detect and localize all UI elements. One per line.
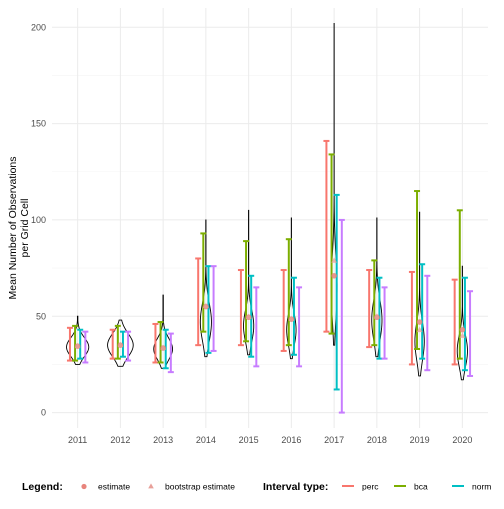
interval-bca-2016	[285, 238, 292, 347]
bootstrap-point-2013	[160, 344, 167, 350]
interval-bca-2012	[114, 324, 121, 360]
interval-norm-2020	[461, 276, 468, 372]
interval-perc-2011	[66, 326, 73, 362]
legend-label-perc: perc	[362, 482, 379, 492]
interval-perc-2015	[237, 269, 244, 347]
interval-norm-2017	[333, 193, 340, 391]
legend-key-estimate	[81, 483, 87, 490]
estimate-point-2017	[331, 272, 337, 279]
x-tick-label: 2016	[281, 435, 301, 445]
x-tick-label: 2020	[452, 435, 472, 445]
violin-layer	[66, 22, 468, 381]
interval-perc-2012	[109, 328, 116, 360]
bootstrap-point-2020	[459, 332, 466, 338]
y-tick-label: 0	[41, 408, 46, 418]
bootstrap-point-2015	[245, 313, 252, 320]
y-axis-title-line: per Grid Cell	[19, 199, 31, 258]
estimate-point-2020	[459, 326, 466, 333]
y-tick-label: 200	[31, 22, 46, 32]
bootstrap-point-2014	[202, 302, 209, 309]
interval-bca-2020	[456, 209, 463, 360]
legend-title: Legend:	[22, 481, 63, 493]
interval-bca-2015	[243, 240, 250, 343]
interval-perc-2018	[366, 269, 373, 349]
y-axis-title: Mean Number of Observationsper Grid Cell	[7, 157, 31, 300]
legend-label: bootstrap estimate	[165, 482, 235, 492]
violin-2014	[199, 219, 212, 358]
interval-basic-2012	[125, 330, 132, 362]
axis-layer: 0 50 100 150 200 2011 2012 2013 2014 2015 2016 2017…	[7, 22, 472, 445]
interval-bca-2011	[72, 324, 79, 362]
point-layer	[74, 257, 466, 351]
y-tick-label: 100	[31, 215, 46, 225]
interval-basic-2014	[210, 265, 217, 352]
interval-norm-2019	[419, 263, 426, 360]
x-tick-label: 2018	[367, 435, 387, 445]
interval-bca-2017	[328, 153, 335, 335]
interval-layer	[66, 139, 474, 414]
interval-basic-2017	[338, 218, 345, 414]
bootstrap-point-2011	[74, 342, 81, 349]
bootstrap-point-2012	[117, 341, 124, 348]
interval-basic-2015	[253, 286, 260, 368]
x-tick-label: 2014	[196, 435, 216, 445]
violin-2018	[371, 217, 383, 358]
estimate-point-2019	[416, 319, 423, 325]
x-tick-label: 2011	[68, 435, 87, 445]
violin-2020	[456, 265, 468, 381]
violin-2017	[330, 22, 338, 346]
interval-perc-2013	[152, 322, 159, 364]
interval-basic-2018	[381, 286, 388, 360]
y-tick-label: 150	[31, 119, 46, 129]
interval-norm-2016	[290, 276, 297, 356]
legend-key-bootstrap	[148, 483, 154, 489]
interval-basic-2016	[296, 286, 303, 368]
violin-2012	[107, 319, 134, 367]
interval-norm-2011	[77, 328, 84, 360]
interval-basic-2020	[467, 290, 474, 377]
interval-norm-2014	[205, 265, 212, 354]
interval-bca-2014	[200, 232, 207, 333]
y-tick-label: 50	[36, 311, 46, 321]
interval-basic-2013	[167, 332, 174, 374]
interval-perc-2016	[280, 269, 287, 352]
y-axis-title-line: Mean Number of Observations	[7, 157, 19, 300]
bootstrap-point-2019	[416, 326, 423, 333]
x-tick-label: 2013	[153, 435, 173, 445]
interval-basic-2019	[424, 274, 431, 372]
x-tick-label: 2015	[239, 435, 259, 445]
bootstrap-point-2017	[331, 257, 338, 263]
x-tick-label: 2017	[324, 435, 344, 445]
bootstrap-point-2018	[373, 313, 380, 319]
interval-perc-2020	[451, 278, 458, 366]
interval-bca-2018	[371, 259, 378, 347]
legend-label-bca: bca	[414, 482, 428, 492]
violin-2011	[66, 315, 90, 365]
interval-bca-2013	[157, 321, 164, 364]
interval-perc-2019	[408, 270, 415, 366]
interval-perc-2014	[195, 257, 202, 347]
bootstrap-point-2016	[288, 315, 295, 321]
legend-layer: Legend: estimate bootstrap estimate Interva…	[22, 481, 491, 493]
legend-label: estimate	[98, 482, 130, 492]
legend-label-norm: norm	[472, 482, 491, 492]
interval-perc-2017	[323, 139, 330, 333]
interval-legend-title: Interval type:	[263, 481, 328, 493]
x-tick-label: 2012	[110, 435, 130, 445]
interval-basic-2011	[82, 330, 89, 364]
x-tick-label: 2019	[410, 435, 430, 445]
